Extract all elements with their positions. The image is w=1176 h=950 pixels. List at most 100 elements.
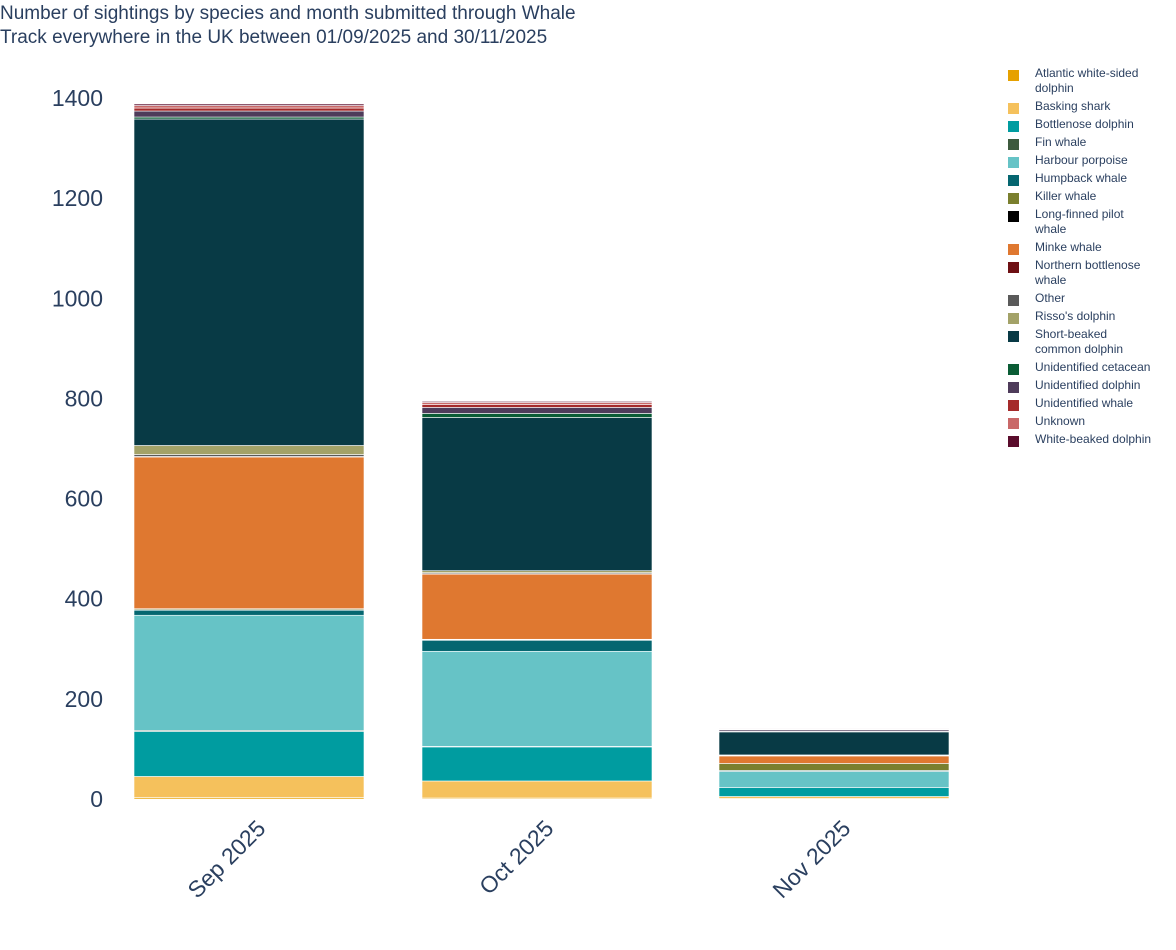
bar-segment[interactable] [421,780,653,799]
legend-label: Harbour porpoise [1035,153,1128,167]
bar-segment[interactable] [133,110,365,118]
bar-segment[interactable] [421,573,653,640]
x-tick-label: Sep 2025 [182,815,270,903]
bar-segment[interactable] [133,107,365,112]
bar-segment[interactable] [718,771,950,788]
legend-swatch [1008,70,1019,81]
bar-segment[interactable] [421,570,653,573]
y-tick-label: 400 [65,586,103,612]
bar-segment[interactable] [718,763,950,771]
bar-segment[interactable] [133,454,365,457]
bar-segment[interactable] [421,650,653,747]
bar-segment[interactable] [718,787,950,797]
bar-stack-oct-2025 [421,401,653,800]
legend-item[interactable]: Risso's dolphin [1008,309,1176,324]
bar-segment[interactable] [421,417,653,571]
legend-item[interactable]: Long-finned pilot whale [1008,207,1176,237]
legend-swatch [1008,364,1019,375]
bar-segment[interactable] [133,105,365,109]
y-tick-label: 0 [90,786,103,812]
x-tick-label: Nov 2025 [767,815,855,903]
legend-label: Humpback whale [1035,171,1128,185]
bar-segment[interactable] [718,731,950,756]
chart-title-line-2: Track everywhere in the UK between 01/09… [0,27,548,48]
bar-segment[interactable] [421,401,653,403]
legend-swatch [1008,121,1019,132]
legend-item[interactable]: Atlantic white-sided dolphin [1008,66,1176,96]
legend-label: Minke whale [1035,240,1102,254]
bar-stack-nov-2025 [718,728,950,800]
legend-swatch [1008,331,1019,342]
legend-item[interactable]: Short-beaked common dolphin [1008,327,1176,357]
legend-swatch [1008,313,1019,324]
legend-label: Basking shark [1035,99,1111,113]
y-tick-label: 600 [65,486,103,512]
bar-segment[interactable] [133,776,365,798]
bar-segment[interactable] [133,103,365,106]
bar-stack-sep-2025 [133,103,365,800]
legend-item[interactable]: Harbour porpoise [1008,153,1176,168]
legend-item[interactable]: White-beaked dolphin [1008,432,1176,447]
legend-item[interactable]: Basking shark [1008,99,1176,114]
legend-item[interactable]: Killer whale [1008,189,1176,204]
legend-swatch [1008,211,1019,222]
legend-label: Killer whale [1035,189,1097,203]
legend-swatch [1008,157,1019,168]
legend-label: White-beaked dolphin [1035,432,1152,446]
bar-segment[interactable] [421,402,653,405]
y-tick-label: 1000 [52,285,103,311]
y-tick-label: 1200 [52,185,103,211]
y-tick-label: 200 [65,686,103,712]
x-tick-label: Oct 2025 [474,815,558,899]
y-tick-label: 800 [65,385,103,411]
bar-segment[interactable] [421,413,653,418]
legend-label: Unknown [1035,414,1086,428]
legend-swatch [1008,262,1019,273]
bar-segment[interactable] [421,746,653,782]
legend-item[interactable]: Minke whale [1008,240,1176,255]
bar-segment[interactable] [421,407,653,414]
legend-item[interactable]: Fin whale [1008,135,1176,150]
bar-segment[interactable] [133,116,365,120]
legend-item[interactable]: Unidentified dolphin [1008,378,1176,393]
legend-item[interactable]: Unidentified whale [1008,396,1176,411]
chart-title: Number of sightings by species and month… [0,2,640,50]
legend-item[interactable]: Unidentified cetacean [1008,360,1176,375]
legend-item[interactable]: Bottlenose dolphin [1008,117,1176,132]
legend-swatch [1008,418,1019,429]
legend-label: Short-beaked common dolphin [1035,327,1124,356]
legend-swatch [1008,193,1019,204]
bar-segment[interactable] [133,731,365,777]
legend-label: Unidentified whale [1035,396,1134,410]
bar-segment[interactable] [718,755,950,764]
bar-segment[interactable] [421,404,653,408]
bar-segment[interactable] [133,609,365,616]
legend-swatch [1008,400,1019,411]
legend-item[interactable]: Unknown [1008,414,1176,429]
bar-stacks [133,103,950,800]
bar-segment[interactable] [421,639,653,652]
legend-swatch [1008,436,1019,447]
legend-label: Unidentified cetacean [1035,360,1151,374]
legend-label: Northern bottlenose whale [1035,258,1141,287]
bar-segment[interactable] [718,728,950,730]
legend-swatch [1008,382,1019,393]
legend-swatch [1008,103,1019,114]
legend-item[interactable]: Other [1008,291,1176,306]
legend-label: Bottlenose dolphin [1035,117,1134,131]
legend-item[interactable]: Northern bottlenose whale [1008,258,1176,288]
bar-segment[interactable] [133,118,365,446]
bar-segment[interactable] [133,445,365,455]
x-axis: Sep 2025 Oct 2025 Nov 2025 [182,815,855,903]
legend-swatch [1008,175,1019,186]
bar-segment[interactable] [133,456,365,610]
stacked-bar-chart: 0 200 400 600 800 1000 1200 1400 Sep 2025 Oct 20… [52,85,950,903]
bar-segment[interactable] [718,796,950,799]
bar-segment[interactable] [133,614,365,731]
legend-item[interactable]: Humpback whale [1008,171,1176,186]
y-axis: 0 200 400 600 800 1000 1200 1400 [52,85,103,812]
legend-label: Long-finned pilot whale [1035,207,1124,236]
legend-label: Risso's dolphin [1035,309,1116,323]
chart-title-line-1: Number of sightings by species and month… [0,3,576,24]
legend-label: Atlantic white-sided dolphin [1035,66,1139,95]
